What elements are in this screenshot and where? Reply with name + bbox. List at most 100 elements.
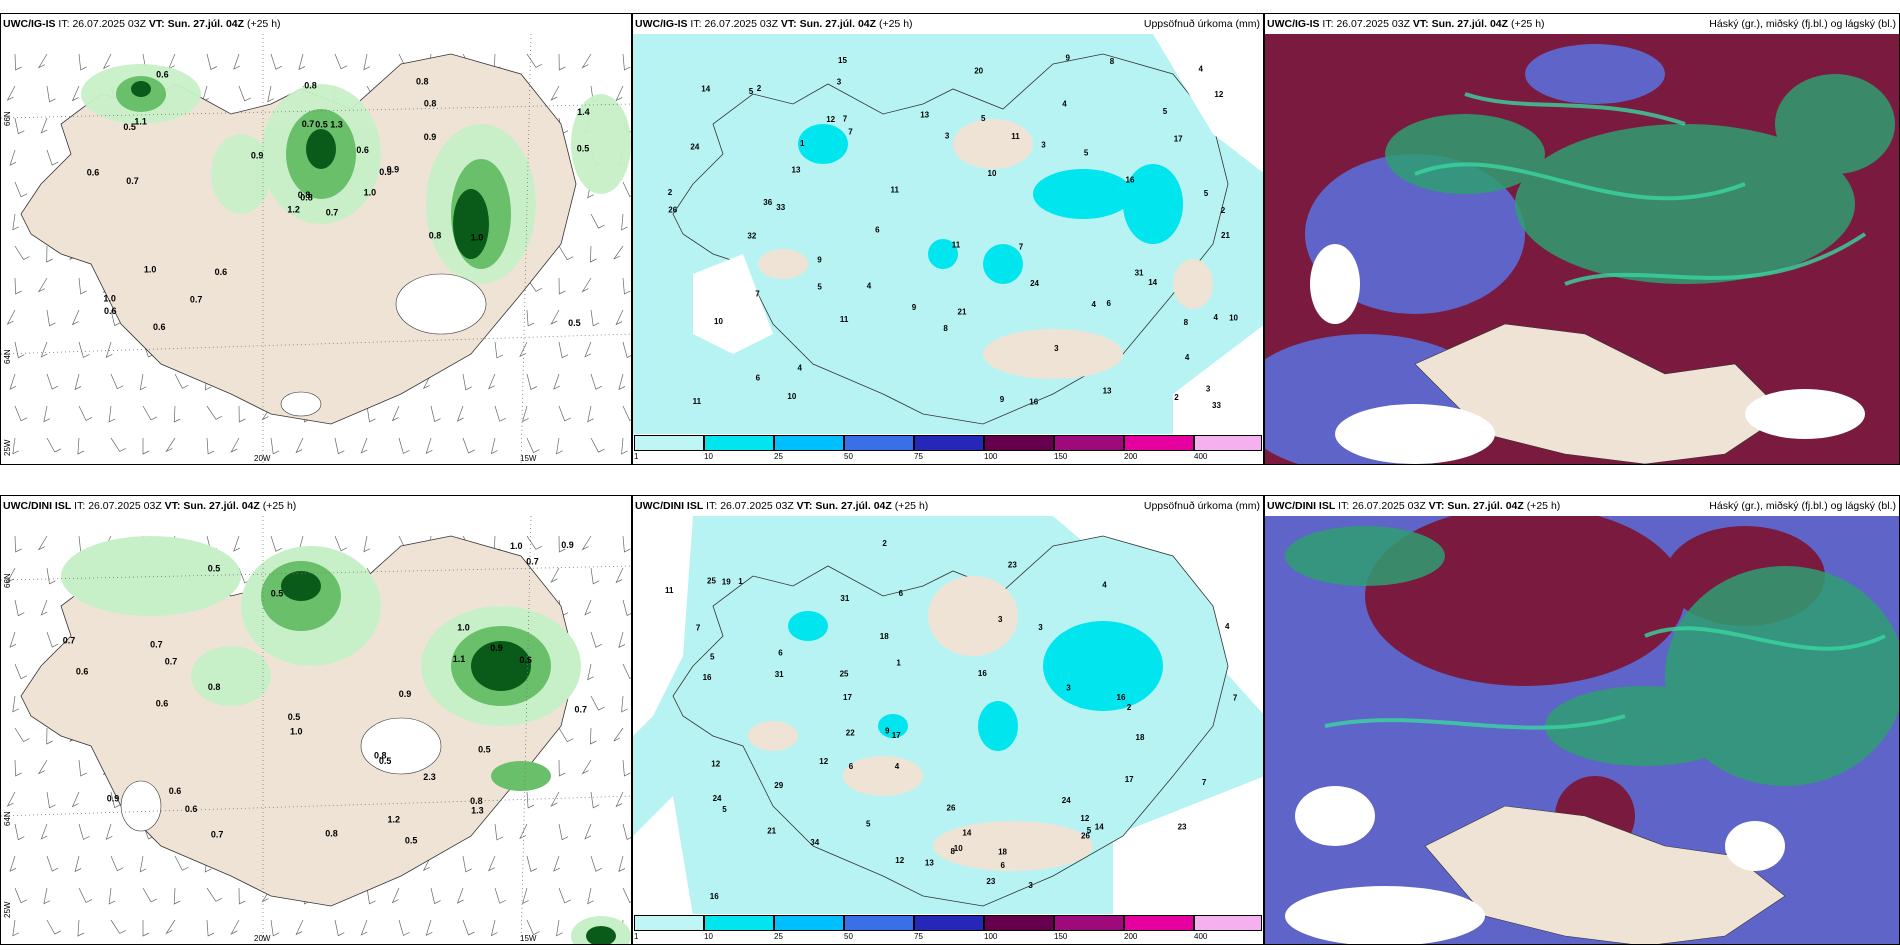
value-label: 7	[843, 115, 848, 124]
wind-barb	[206, 887, 223, 902]
colorbar: 1 10 25 50 75 100 150 200 400	[634, 434, 1262, 463]
value-label: 0.7	[63, 635, 76, 645]
value-label: 1.4	[577, 107, 590, 117]
precip-value-labels: 0.70.50.81.00.90.60.81.30.81.00.60.50.71…	[87, 70, 590, 333]
wind-barb	[110, 373, 124, 390]
wind-barb	[494, 405, 506, 422]
value-label: 1.3	[471, 806, 484, 816]
wind-barb	[40, 823, 48, 840]
panel-header: UWC/IG-IS IT: 26.07.2025 03Z VT: Sun. 27…	[633, 14, 1263, 34]
wind-barb	[622, 277, 631, 295]
panel-header: UWC/DINI ISL IT: 26.07.2025 03Z VT: Sun.…	[633, 496, 1263, 516]
value-label: 3	[945, 132, 950, 141]
colorbar-tick: 1	[634, 452, 639, 461]
value-label: 23	[986, 877, 995, 886]
wind-barb	[488, 855, 496, 872]
colorbar-segment	[1124, 915, 1194, 931]
value-label: 11	[840, 315, 849, 324]
value-label: 2	[882, 539, 887, 548]
wind-barb	[622, 887, 631, 903]
wind-barb	[139, 855, 147, 873]
value-label: 0.5	[577, 144, 590, 154]
value-label: 6	[778, 649, 783, 658]
precip-peak	[131, 81, 489, 259]
value-label: 13	[792, 165, 801, 174]
heavy-precip	[798, 124, 1183, 284]
value-label: 3	[1054, 344, 1059, 353]
colorbar-tick: 75	[914, 932, 923, 941]
wind-barb	[526, 919, 540, 936]
wind-barb	[621, 437, 628, 455]
wind-barb	[43, 887, 51, 905]
wind-barb	[77, 437, 85, 455]
colorbar-segment	[914, 915, 984, 931]
value-label: 3	[1206, 384, 1211, 393]
wind-barb	[78, 887, 93, 903]
wind-barb	[363, 535, 371, 553]
value-label: 0.6	[215, 267, 228, 277]
value-label: 0.7	[190, 295, 203, 305]
wind-barb	[6, 85, 16, 101]
value-label: 5	[1087, 826, 1092, 835]
value-label: 24	[690, 143, 699, 152]
wind-barb	[14, 599, 25, 617]
wind-barb	[230, 437, 240, 453]
value-label: 0.8	[300, 193, 313, 203]
wind-barb	[494, 887, 506, 904]
value-label: 0.9	[387, 165, 400, 175]
value-label: 10	[1229, 314, 1238, 323]
wind-barb	[590, 373, 603, 390]
value-label: 13	[1103, 387, 1112, 396]
cloud-cover-map	[1265, 516, 1899, 944]
wind-barb	[173, 887, 181, 905]
value-label: 17	[1125, 775, 1134, 784]
wind-barb	[40, 341, 48, 358]
wind-barb	[553, 855, 560, 872]
wind-barb	[142, 438, 150, 455]
wind-barb	[174, 855, 189, 871]
wind-barb	[622, 405, 631, 421]
wind-barb	[110, 309, 121, 327]
wind-barb	[590, 213, 605, 229]
value-label: 4	[1214, 313, 1219, 322]
value-label: 7	[755, 290, 760, 299]
value-label: 9	[1066, 53, 1071, 62]
model-name: UWC/IG-IS	[3, 18, 56, 30]
wind-barb	[270, 437, 280, 455]
value-label: 3	[1038, 623, 1043, 632]
wind-barb	[488, 373, 496, 390]
wind-barb	[526, 855, 538, 873]
value-label: 14	[962, 829, 971, 838]
wind-barb	[391, 887, 400, 904]
panel-title: Uppsöfnuð úrkoma (mm)	[1143, 500, 1260, 512]
value-label: 6	[875, 226, 880, 235]
colorbar-tick: 1	[634, 932, 639, 941]
wind-barb	[142, 920, 150, 937]
lat-label: 64N	[3, 349, 12, 364]
value-label: 4	[1225, 622, 1230, 631]
colorbar-tick: 75	[914, 452, 923, 461]
wind-barb	[46, 631, 59, 648]
value-label: 32	[747, 232, 756, 241]
colorbar-tick: 400	[1194, 452, 1208, 461]
value-label: 0.6	[519, 655, 532, 665]
cloud-panel-row1: UWC/IG-IS IT: 26.07.2025 03Z VT: Sun. 27…	[1264, 13, 1900, 465]
value-label: 0.9	[399, 689, 412, 699]
wind-barb	[46, 855, 59, 872]
accum-precip-map: 1214161175101216629231334612572118311718…	[633, 516, 1263, 916]
value-label: 12	[1080, 814, 1089, 823]
wind-barb	[558, 759, 566, 777]
value-label: 0.8	[208, 682, 221, 692]
dry-land	[758, 119, 1213, 379]
wind-barb	[40, 117, 48, 134]
value-label: 0.8	[304, 80, 317, 90]
value-label: 4	[867, 282, 872, 291]
glaciers	[120, 717, 442, 832]
value-label: 5	[1084, 149, 1089, 158]
value-label: 17	[1174, 135, 1183, 144]
wind-barb	[456, 405, 464, 422]
wind-barb	[550, 309, 560, 325]
value-label: 0.6	[156, 70, 169, 80]
value-label: 0.7	[211, 829, 224, 839]
value-label: 26	[947, 804, 956, 813]
